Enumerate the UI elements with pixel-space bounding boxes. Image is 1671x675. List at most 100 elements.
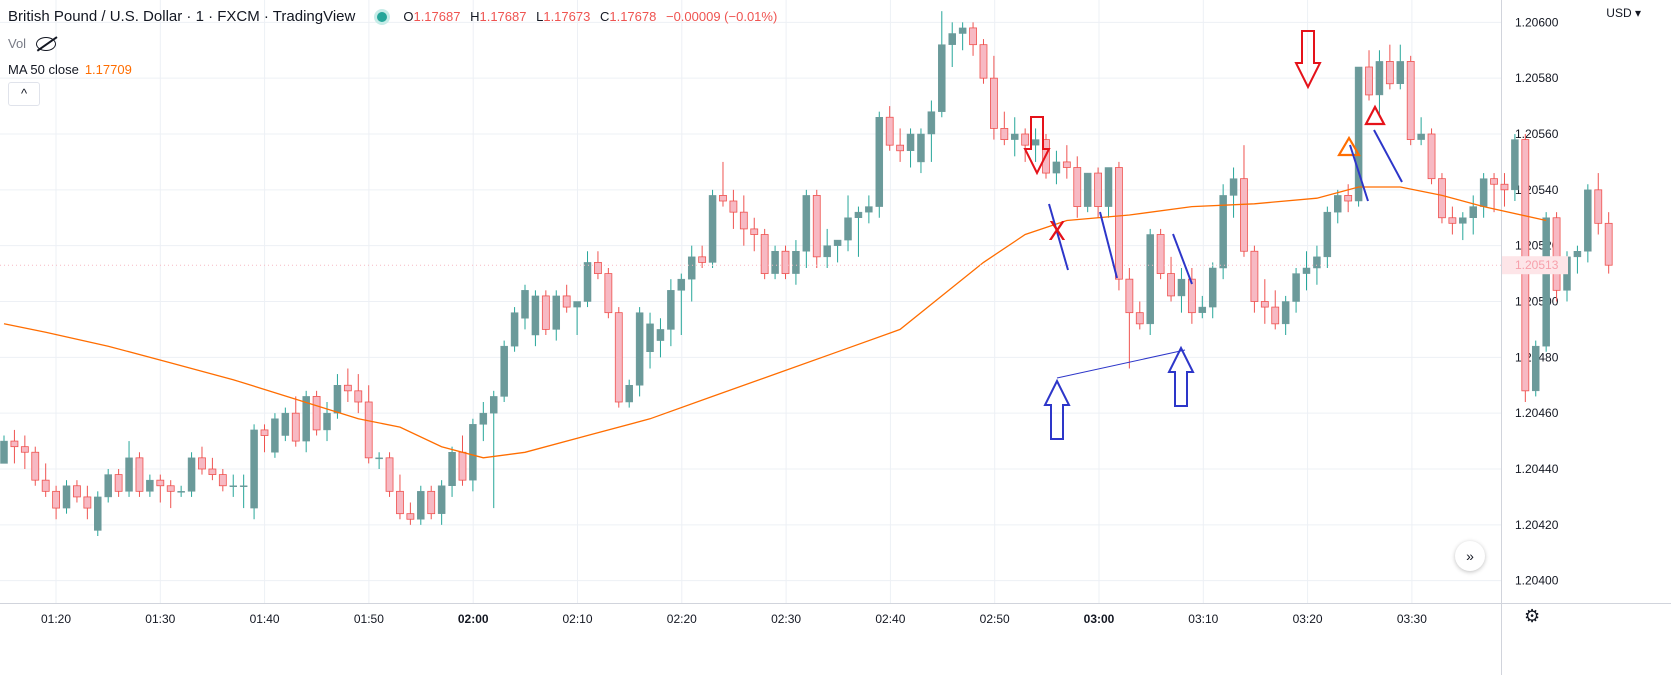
bull-candle — [239, 474, 248, 509]
bear-candle — [198, 446, 206, 475]
ma-indicator[interactable]: MA 50 close 1.17709 — [8, 62, 132, 77]
gear-icon[interactable]: ⚙ — [1524, 606, 1541, 626]
chart-legend: British Pound / U.S. Dollar · 1 · FXCM ·… — [8, 8, 777, 25]
bear-candle — [885, 106, 894, 151]
candle-body — [406, 513, 415, 520]
scroll-to-realtime-button[interactable]: » — [1455, 541, 1485, 571]
red-down-arrow — [1294, 30, 1322, 90]
x-tick-label: 02:40 — [875, 612, 905, 626]
x-tick-label: 02:50 — [980, 612, 1010, 626]
bear-candle — [1135, 301, 1144, 330]
candle-body — [1511, 139, 1519, 191]
x-tick-label: 03:10 — [1188, 612, 1218, 626]
candle-body — [343, 384, 352, 392]
low-value: 1.17673 — [543, 9, 591, 24]
candle-body — [198, 457, 206, 470]
candle-body — [771, 251, 779, 274]
candle-body — [729, 200, 738, 213]
candle-body — [229, 485, 237, 487]
candle-body — [10, 440, 19, 448]
bull-candle — [1469, 195, 1477, 235]
bull-candle — [1334, 189, 1342, 224]
candle-body — [271, 418, 279, 453]
eye-slash-icon[interactable] — [36, 36, 57, 51]
price-tag-label: 1.20513 — [1515, 258, 1559, 272]
candle-body — [1115, 167, 1123, 280]
bear-candle — [698, 245, 707, 268]
bear-candle — [1438, 173, 1446, 224]
blue-slope-line — [1172, 233, 1193, 285]
candle-body — [73, 485, 81, 498]
candle-body — [875, 117, 884, 207]
candle-body — [927, 111, 936, 135]
candle-body — [990, 77, 998, 129]
candle-body — [323, 412, 331, 431]
candle-body — [760, 234, 769, 274]
candle-body — [844, 217, 852, 241]
candle-body — [1062, 161, 1071, 168]
bear-candle — [1385, 44, 1394, 90]
bull-candle — [250, 424, 258, 520]
bear-candle — [760, 228, 769, 280]
bull-candle — [844, 195, 852, 252]
candle-body — [1177, 278, 1186, 297]
ohlc-values: O1.17687 H1.17687 L1.17673 C1.17678 −0.0… — [397, 9, 777, 24]
bull-candle — [1479, 173, 1488, 218]
candle-body — [1531, 345, 1540, 392]
candle-body — [1542, 217, 1550, 347]
bull-candle — [625, 379, 633, 408]
candle-body — [1219, 195, 1227, 269]
bear-candle — [458, 435, 467, 486]
volume-indicator[interactable]: Vol — [8, 36, 57, 51]
candle-body — [177, 491, 185, 493]
candle-body — [458, 451, 467, 481]
candle-body — [94, 496, 102, 531]
candle-body — [781, 250, 790, 274]
bull-candle — [1323, 206, 1332, 268]
bear-candle — [1406, 55, 1415, 146]
bull-candle — [177, 485, 185, 497]
bull-candle — [927, 100, 936, 162]
candle-body — [677, 278, 686, 291]
collapse-legend-button[interactable]: ^ — [8, 82, 40, 106]
candle-body — [531, 295, 540, 336]
bear-candle — [896, 128, 905, 162]
bull-candle — [823, 228, 831, 268]
candle-body — [1344, 195, 1353, 202]
candle-body — [312, 396, 321, 431]
candle-body — [135, 457, 144, 492]
candle-body — [833, 239, 842, 246]
candle-body — [52, 490, 60, 509]
bull-candle — [1198, 295, 1207, 319]
candle-body — [614, 312, 623, 403]
bear-candle — [427, 485, 436, 520]
candle-body — [448, 452, 456, 486]
candle-body — [364, 401, 373, 459]
bull-candle — [667, 279, 675, 347]
bear-candle — [1125, 268, 1134, 369]
bull-candle — [938, 11, 946, 118]
currency-selector[interactable]: USD ▾ — [1606, 6, 1641, 20]
symbol-title[interactable]: British Pound / U.S. Dollar · 1 · FXCM ·… — [8, 8, 356, 25]
candle-body — [1354, 66, 1363, 202]
bull-candle — [489, 390, 498, 509]
bull-candle — [229, 474, 237, 497]
bear-candle — [604, 268, 613, 319]
candle-body — [1125, 278, 1134, 314]
bull-candle — [646, 312, 654, 369]
bull-candle — [281, 407, 290, 442]
red-triangle — [1364, 104, 1386, 126]
candle-body — [656, 329, 665, 341]
bull-candle — [302, 390, 310, 453]
candle-body — [333, 385, 342, 414]
candle-body — [1156, 234, 1165, 274]
candle-body — [1500, 183, 1509, 191]
candle-body — [1594, 189, 1603, 224]
bull-candle — [94, 491, 102, 536]
bear-candle — [10, 429, 19, 464]
candle-body — [708, 195, 717, 263]
candle-body — [437, 485, 446, 514]
bull-candle — [958, 22, 967, 51]
bull-candle — [1531, 340, 1540, 397]
